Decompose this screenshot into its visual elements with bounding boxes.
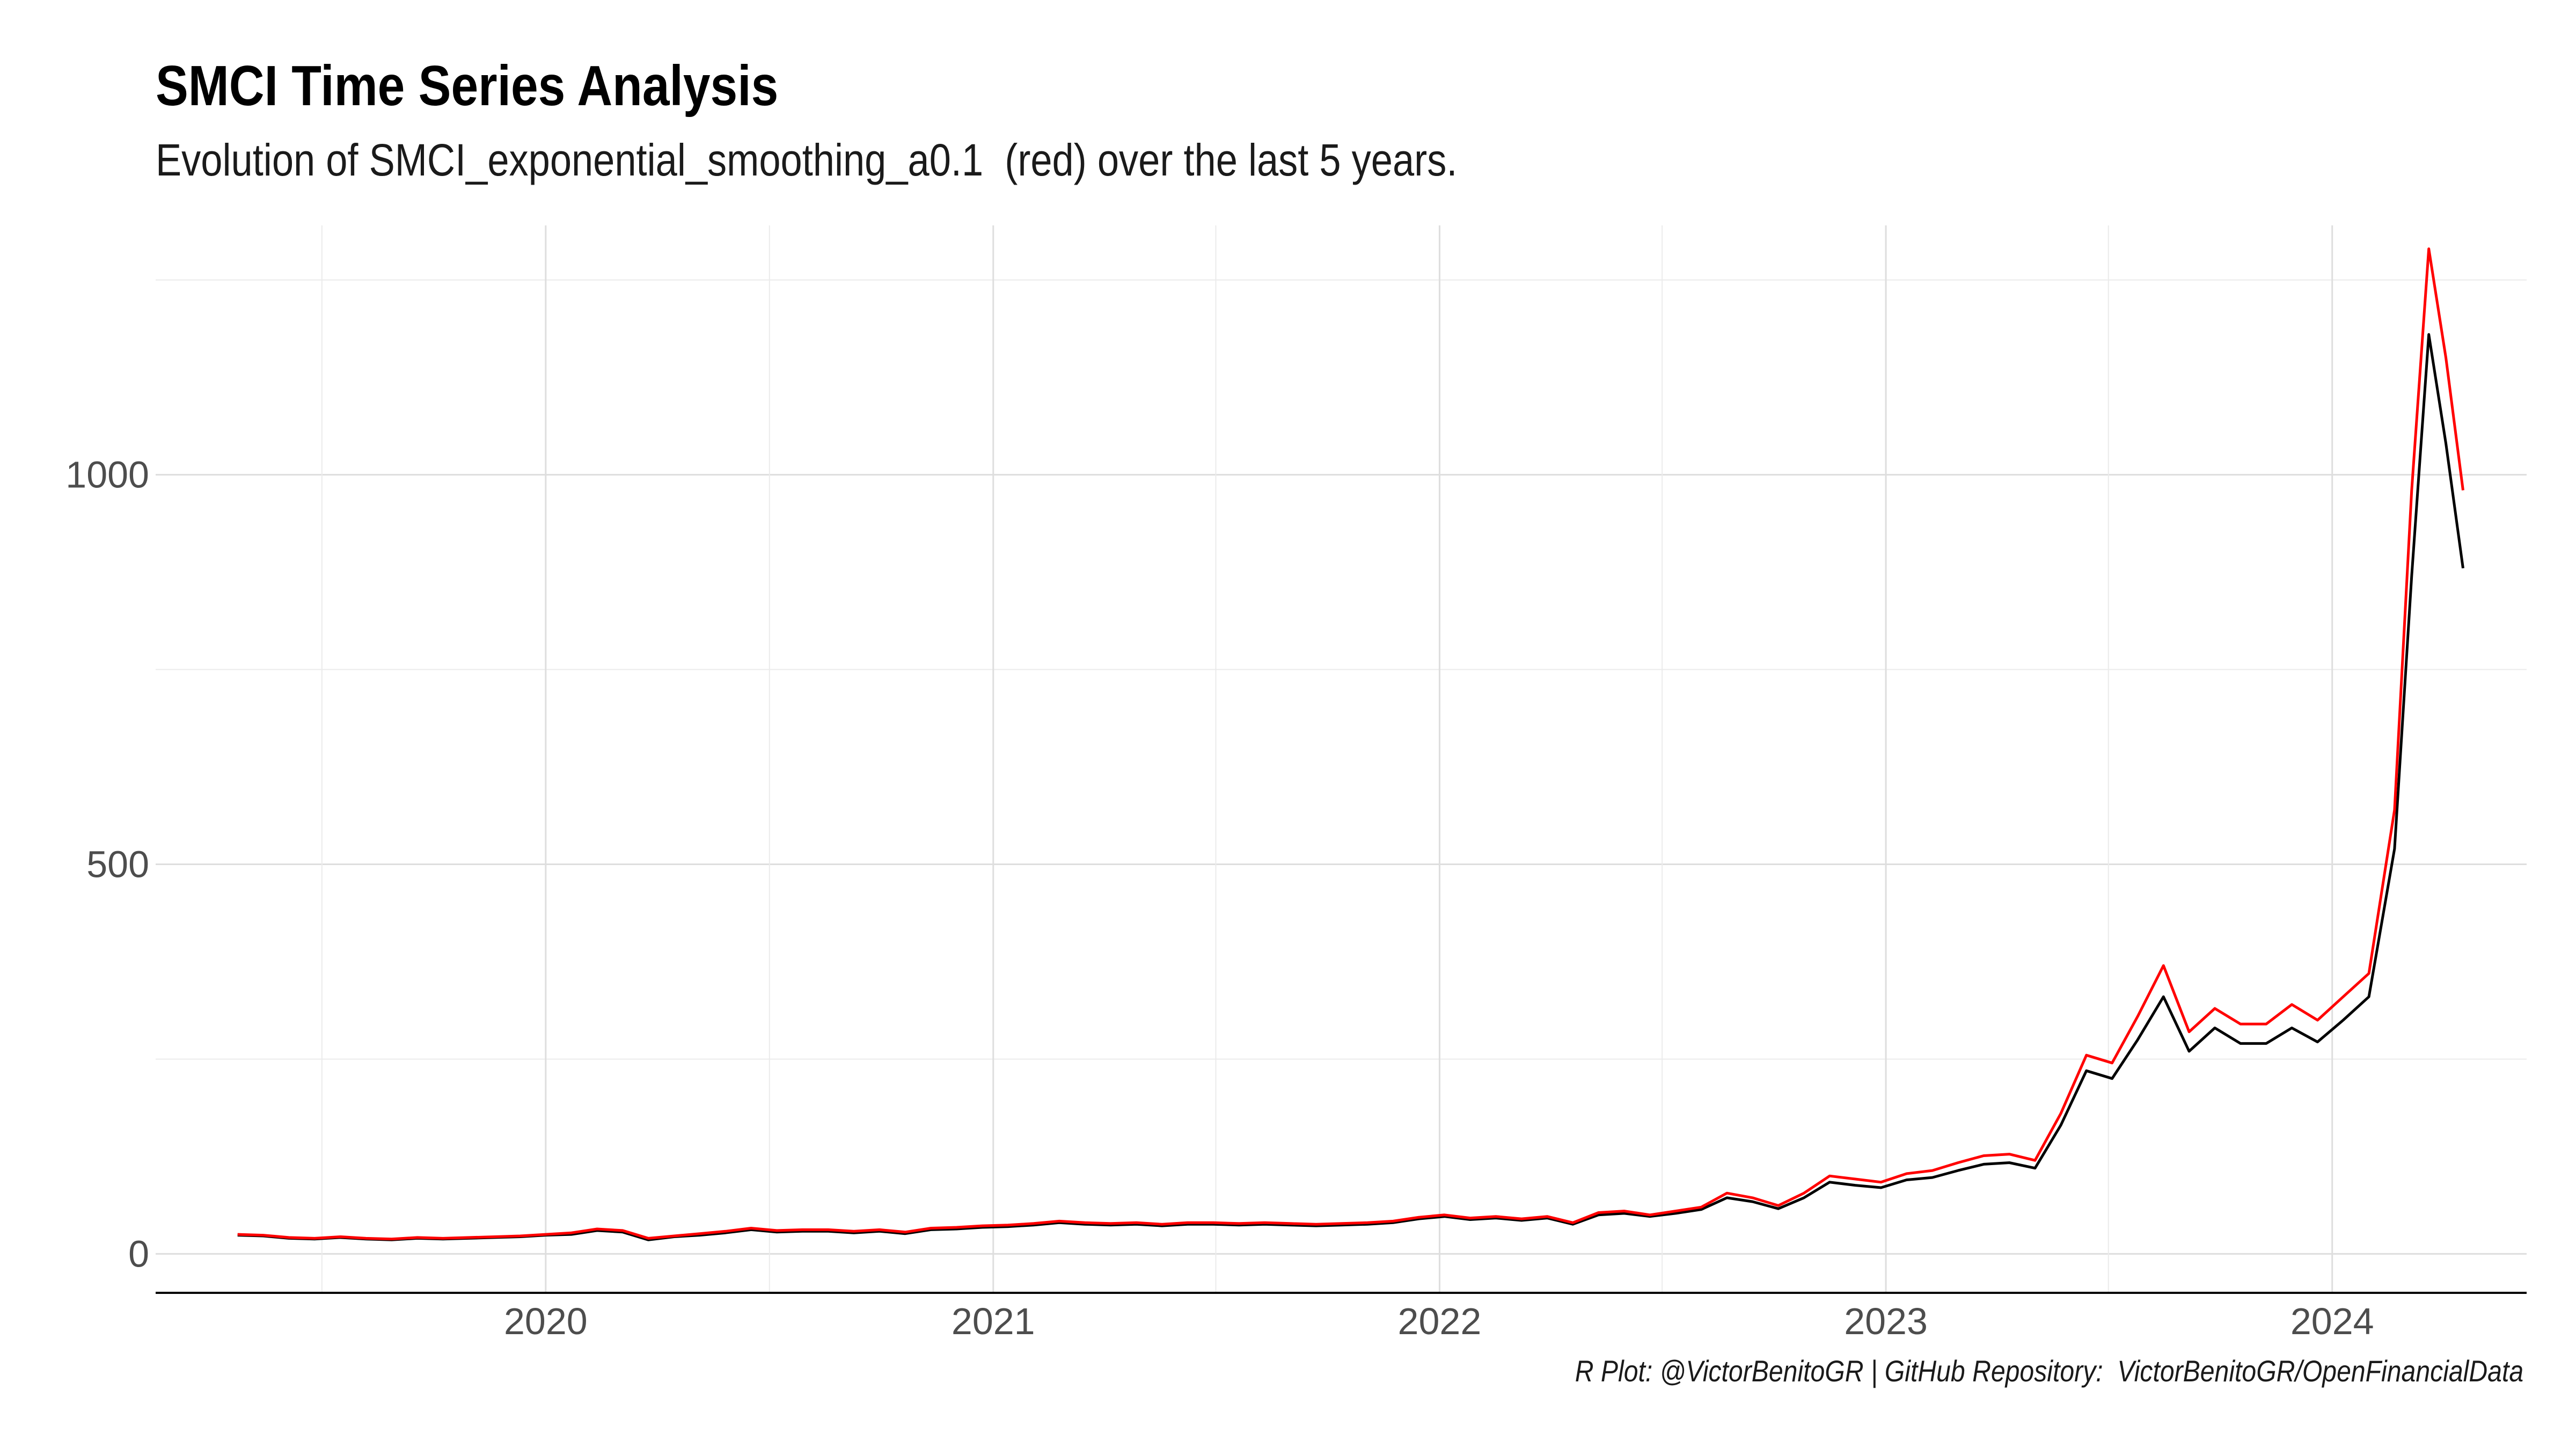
x-tick-label: 2021 xyxy=(952,1300,1035,1342)
y-tick-label: 500 xyxy=(86,843,149,885)
x-tick-label: 2020 xyxy=(504,1300,588,1342)
chart-caption: R Plot: @VictorBenitoGR | GitHub Reposit… xyxy=(1575,1354,2523,1388)
y-tick-label: 0 xyxy=(128,1233,149,1275)
x-axis-ticks: 2020 2021 2022 2023 2024 xyxy=(504,1300,2374,1342)
x-tick-label: 2024 xyxy=(2290,1300,2374,1342)
x-tick-label: 2023 xyxy=(1844,1300,1928,1342)
series-group xyxy=(237,247,2464,1241)
chart-title: SMCI Time Series Analysis xyxy=(156,54,779,118)
x-tick-label: 2022 xyxy=(1398,1300,1482,1342)
y-axis-ticks: 0 500 1000 xyxy=(65,454,149,1275)
y-tick-label: 1000 xyxy=(65,454,149,496)
series-line-1 xyxy=(237,333,2464,1241)
series-line-2 xyxy=(237,247,2464,1241)
grid xyxy=(156,225,2527,1293)
chart-subtitle: Evolution of SMCI_exponential_smoothing_… xyxy=(156,135,1458,185)
